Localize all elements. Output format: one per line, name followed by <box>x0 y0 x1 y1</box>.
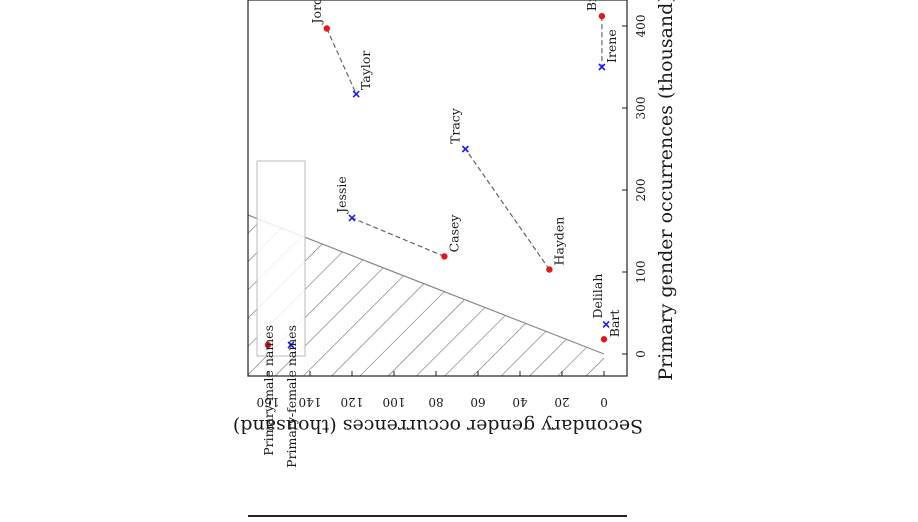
female-point-marker <box>598 63 606 71</box>
female-point-marker <box>602 320 610 329</box>
male-point-marker <box>441 253 448 260</box>
y-tick-label: 140 <box>299 395 322 409</box>
y-axis-title: Secondary gender occurrences (thousand) <box>233 415 643 437</box>
x-tick-label: 0 <box>634 350 648 358</box>
y-tick-label: 80 <box>428 395 443 409</box>
x-tick-label: 300 <box>634 97 648 120</box>
y-tick-label: 40 <box>512 395 527 409</box>
pair-connector <box>351 217 445 257</box>
plot-area: 0 100 200 300 400 0 20 40 60 80 100 120 140 160 Jordan… <box>247 0 648 409</box>
x-tick-label: 200 <box>634 179 648 202</box>
female-point-marker <box>348 214 356 222</box>
point-label: Casey <box>446 214 461 253</box>
hatched-region <box>248 214 604 376</box>
point-label: Bruce <box>584 0 599 11</box>
legend-female-marker <box>287 341 295 349</box>
male-point-marker <box>598 12 606 20</box>
point-label: Delilah <box>590 274 605 319</box>
point-label: Irene <box>604 29 619 63</box>
y-tick-label: 160 <box>257 395 280 409</box>
y-tick-label: 120 <box>341 395 364 409</box>
legend-box <box>256 160 306 357</box>
x-tick-label: 100 <box>634 261 648 284</box>
point-label: Bart <box>607 310 622 338</box>
male-point-marker <box>600 336 608 343</box>
point-label: Hayden <box>551 217 566 266</box>
legend-male-label: Primary-male names <box>261 325 276 456</box>
male-point-marker <box>323 25 330 32</box>
pair-connector <box>326 28 357 95</box>
plot-frame <box>247 0 628 377</box>
pair-connector <box>464 148 550 270</box>
point-label: Jordan <box>309 0 324 25</box>
legend-male-marker <box>264 341 272 349</box>
y-tick-label: 0 <box>600 395 608 409</box>
diagonal-boundary-line <box>247 214 605 355</box>
y-tick-label: 60 <box>470 395 485 409</box>
x-tick-label: 400 <box>634 15 648 38</box>
point-label: Taylor <box>358 51 373 90</box>
legend: Primary-male names Primary-female names <box>256 160 306 468</box>
point-label: Tracy <box>447 107 462 144</box>
female-point-marker <box>461 145 469 153</box>
y-tick-label: 100 <box>383 395 406 409</box>
legend-female-label: Primary-female names <box>284 325 299 468</box>
female-point-marker <box>352 90 360 98</box>
y-tick-label: 20 <box>554 395 569 409</box>
x-axis-title: Primary gender occurrences (thousand) <box>655 0 677 381</box>
point-label: Jessie <box>334 176 349 215</box>
male-point-marker <box>546 266 553 273</box>
